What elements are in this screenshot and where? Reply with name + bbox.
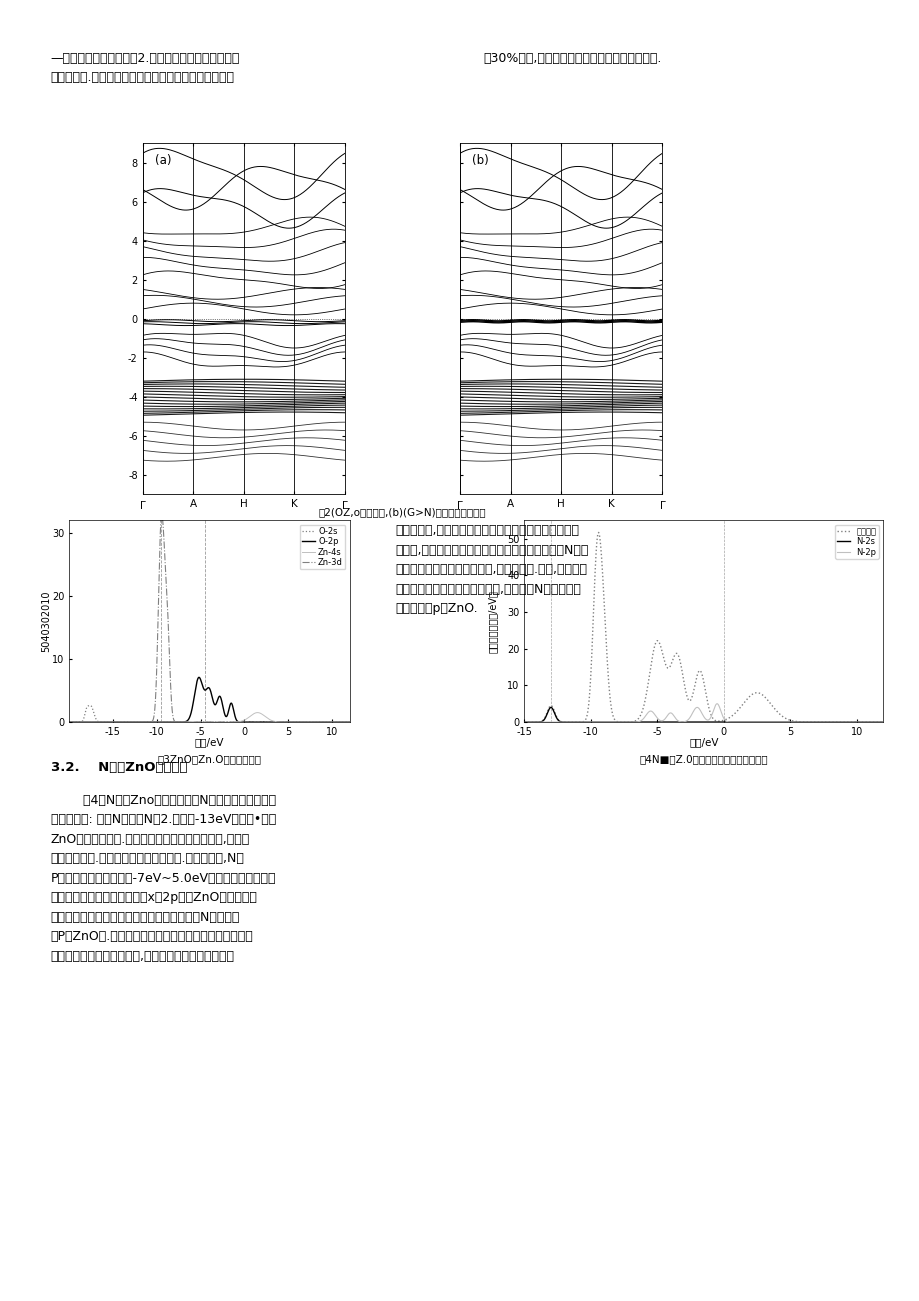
N-2p (877, 714, 888, 730)
N-2s (684, 714, 695, 730)
Line: O-2p: O-2p (69, 678, 349, 722)
O-2s (193, 714, 204, 730)
N-2p (518, 714, 529, 730)
Zn-3d (199, 714, 210, 730)
Zn-3d (278, 714, 289, 730)
Text: 能量/eV: 能量/eV (194, 738, 224, 748)
O-2s (85, 697, 96, 713)
O-2s (63, 714, 74, 730)
Zn-4s (335, 714, 346, 730)
O-2p (199, 682, 210, 697)
Line: N-2s: N-2s (524, 708, 882, 722)
总态密度 (867, 714, 878, 730)
N-2p (800, 714, 811, 730)
N-2s (877, 714, 888, 730)
O-2s (200, 714, 211, 730)
总态密度 (867, 714, 878, 730)
N-2p (867, 714, 878, 730)
Zn-3d (335, 714, 346, 730)
Zn-4s (63, 714, 74, 730)
O-2s (192, 714, 203, 730)
N-2s (683, 714, 694, 730)
O-2p (193, 670, 204, 686)
Zn-4s (335, 714, 346, 730)
Text: 图2(OZ,o能带结构,(b)(G>N)共，杂的脆物请构: 图2(OZ,o能带结构,(b)(G>N)共，杂的脆物请构 (318, 507, 486, 518)
Text: 的30%左右,但这并不影响对计算结果的定性分析.: 的30%左右,但这并不影响对计算结果的定性分析. (482, 52, 661, 65)
O-2p (335, 714, 346, 730)
Zn-4s (199, 714, 210, 730)
N-2p (872, 714, 883, 730)
N-2s (537, 713, 548, 729)
Zn-4s (78, 714, 89, 730)
总态密度 (518, 714, 529, 730)
O-2p (335, 714, 346, 730)
O-2p (78, 714, 89, 730)
N-2s (545, 700, 556, 716)
N-2p (711, 696, 722, 712)
Zn-3d (192, 714, 203, 730)
Text: 图4为N掺杂Zno的总态密度和N的分态密度图，从图
中可以看出: 由于N掺杂，N的2.电子在-13eV处产生•个纽
ZnO所没有的小峰.由于此峰分离较开且能级很: 图4为N掺杂Zno的总态密度和N的分态密度图，从图 中可以看出: 由于N掺杂，N… (51, 794, 276, 963)
Text: —致，但仍远小于实验偳2.这是因为密度泛函理论是一
个基态理论.它对于多粒子体系的激发态一般只有实验值: —致，但仍远小于实验偳2.这是因为密度泛函理论是一 个基态理论.它对于多粒子体系… (51, 52, 240, 85)
N-2s (867, 714, 878, 730)
总态密度 (593, 524, 604, 540)
Line: Zn-4s: Zn-4s (69, 713, 349, 722)
总态密度 (683, 693, 694, 709)
Zn-3d (78, 714, 89, 730)
Text: 深受主能级,这便使得其邻近原子中的费米能级附近空穴
数增加,故排斥作用增大，系统能最升高，直接导致N原子
在体系中不稳定，掺杂浓度低,效果不明显.同时,宽禁带半: 深受主能级,这便使得其邻近原子中的费米能级附近空穴 数增加,故排斥作用增大，系统… (395, 524, 588, 615)
N-2p (537, 714, 548, 730)
N-2p (693, 700, 704, 716)
Line: N-2p: N-2p (524, 704, 882, 722)
Legend: O-2s, O-2p, Zn-4s, Zn-3d: O-2s, O-2p, Zn-4s, Zn-3d (300, 524, 345, 570)
Text: 态密度（电子数/eV）: 态密度（电子数/eV） (487, 589, 496, 653)
总态密度 (800, 714, 811, 730)
Text: 能量/eV: 能量/eV (688, 738, 718, 748)
Zn-4s (344, 714, 355, 730)
总态密度 (693, 664, 704, 679)
O-2s (335, 714, 346, 730)
Zn-4s (192, 714, 203, 730)
Text: (b): (b) (471, 154, 488, 167)
Line: O-2s: O-2s (69, 705, 349, 722)
Zn-3d (63, 714, 74, 730)
Zn-3d (284, 714, 295, 730)
O-2p (63, 714, 74, 730)
N-2p (683, 710, 694, 726)
Zn-4s (252, 705, 263, 721)
Zn-3d (156, 506, 167, 522)
Legend: 总态密度, N-2s, N-2p: 总态密度, N-2s, N-2p (834, 524, 878, 559)
O-2p (192, 670, 203, 686)
O-2s (335, 714, 346, 730)
O-2s (344, 714, 355, 730)
N-2s (518, 714, 529, 730)
O-2s (284, 714, 295, 730)
Text: 5040302010: 5040302010 (41, 591, 51, 652)
O-2p (284, 714, 295, 730)
O-2p (344, 714, 355, 730)
Zn-4s (284, 714, 295, 730)
Line: 总态密度: 总态密度 (524, 532, 882, 722)
N-2s (800, 714, 811, 730)
Zn-3d (335, 714, 346, 730)
N-2s (867, 714, 878, 730)
Text: (a): (a) (154, 154, 171, 167)
Text: 3.2.    N掺杂ZnO电子结构: 3.2. N掺杂ZnO电子结构 (51, 761, 187, 774)
Text: 明4N■杂Z.0的总态密度和、的分毒密度: 明4N■杂Z.0的总态密度和、的分毒密度 (639, 755, 767, 765)
Line: Zn-3d: Zn-3d (69, 514, 349, 722)
N-2p (867, 714, 878, 730)
Text: 图3ZnO的Zn.O的分表密度图: 图3ZnO的Zn.O的分表密度图 (157, 755, 261, 765)
O-2s (78, 712, 89, 727)
总态密度 (537, 713, 548, 729)
Zn-3d (344, 714, 355, 730)
N-2s (693, 714, 704, 730)
总态密度 (877, 714, 888, 730)
